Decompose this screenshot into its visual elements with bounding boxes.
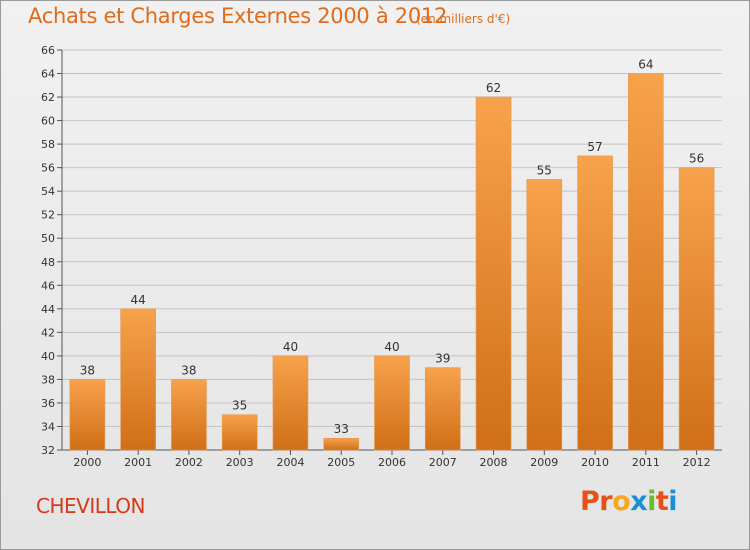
logo-letter: r xyxy=(599,486,613,517)
x-tick-label: 2007 xyxy=(429,456,457,469)
data-label: 33 xyxy=(334,422,349,436)
bar-2001 xyxy=(120,308,156,451)
chart-title: Achats et Charges Externes 2000 à 2012 xyxy=(28,4,448,28)
y-tick-label: 50 xyxy=(41,232,55,245)
x-tick-label: 2006 xyxy=(378,456,406,469)
commune-name: CHEVILLON xyxy=(36,494,146,518)
y-tick-label: 66 xyxy=(41,44,55,57)
x-tick-label: 2008 xyxy=(480,456,508,469)
y-tick-label: 62 xyxy=(41,91,55,104)
y-tick-label: 38 xyxy=(41,373,55,386)
y-tick-label: 42 xyxy=(41,326,55,339)
data-label: 39 xyxy=(435,352,450,366)
y-tick-label: 40 xyxy=(41,350,55,363)
y-tick-label: 46 xyxy=(41,279,55,292)
bar-2011 xyxy=(628,73,664,451)
x-tick-label: 2004 xyxy=(276,456,304,469)
x-tick-label: 2012 xyxy=(683,456,711,469)
x-tick-label: 2011 xyxy=(632,456,660,469)
y-tick-label: 64 xyxy=(41,68,55,81)
bar-2005 xyxy=(323,437,360,451)
data-label: 40 xyxy=(283,340,298,354)
logo-letter: t xyxy=(655,486,669,517)
labels: 32 34 36 38 40 42 44 46 48 50 52 54 56 58 60 62 64 66 38 20… xyxy=(41,44,711,469)
bar-2007 xyxy=(424,367,461,451)
bars xyxy=(69,73,715,451)
chart-subtitle: (en milliers d'€) xyxy=(416,12,511,26)
bar-2000 xyxy=(69,379,106,451)
logo-letter: i xyxy=(647,486,656,517)
logo-letter: i xyxy=(668,486,678,517)
y-tick-label: 56 xyxy=(41,162,55,175)
y-tick-label: 44 xyxy=(41,303,55,316)
bar-2003 xyxy=(221,414,258,451)
y-tick-label: 32 xyxy=(41,444,55,457)
data-label: 40 xyxy=(384,340,399,354)
bar-2008 xyxy=(475,96,512,451)
data-label: 64 xyxy=(638,58,653,72)
x-tick-label: 2001 xyxy=(124,456,152,469)
x-tick-label: 2009 xyxy=(530,456,558,469)
x-tick-label: 2005 xyxy=(327,456,355,469)
y-tick-label: 36 xyxy=(41,397,55,410)
y-tick-label: 52 xyxy=(41,209,55,222)
y-tick-label: 60 xyxy=(41,115,55,128)
bar-2006 xyxy=(374,355,410,451)
y-tick-label: 54 xyxy=(41,185,55,198)
proxiti-logo: Proxiti xyxy=(580,486,678,517)
x-tick-label: 2003 xyxy=(226,456,254,469)
bar-2010 xyxy=(577,155,613,451)
x-tick-label: 2002 xyxy=(175,456,203,469)
data-label: 38 xyxy=(181,363,196,377)
bar-2009 xyxy=(526,179,563,451)
x-tick-label: 2010 xyxy=(581,456,609,469)
data-label: 35 xyxy=(232,399,247,413)
data-label: 55 xyxy=(537,163,552,177)
x-tick-label: 2000 xyxy=(73,456,101,469)
bar-2012 xyxy=(678,167,715,451)
data-label: 38 xyxy=(80,363,95,377)
logo-letter: o xyxy=(612,486,631,517)
y-tick-label: 34 xyxy=(41,420,55,433)
data-label: 62 xyxy=(486,81,501,95)
data-label: 56 xyxy=(689,152,704,166)
bar-2002 xyxy=(171,379,207,451)
y-tick-label: 58 xyxy=(41,138,55,151)
logo-letter: P xyxy=(580,486,600,517)
logo-letter: x xyxy=(630,486,648,517)
data-label: 44 xyxy=(131,293,146,307)
bar-2004 xyxy=(272,355,309,451)
data-label: 57 xyxy=(587,140,602,154)
y-tick-label: 48 xyxy=(41,256,55,269)
